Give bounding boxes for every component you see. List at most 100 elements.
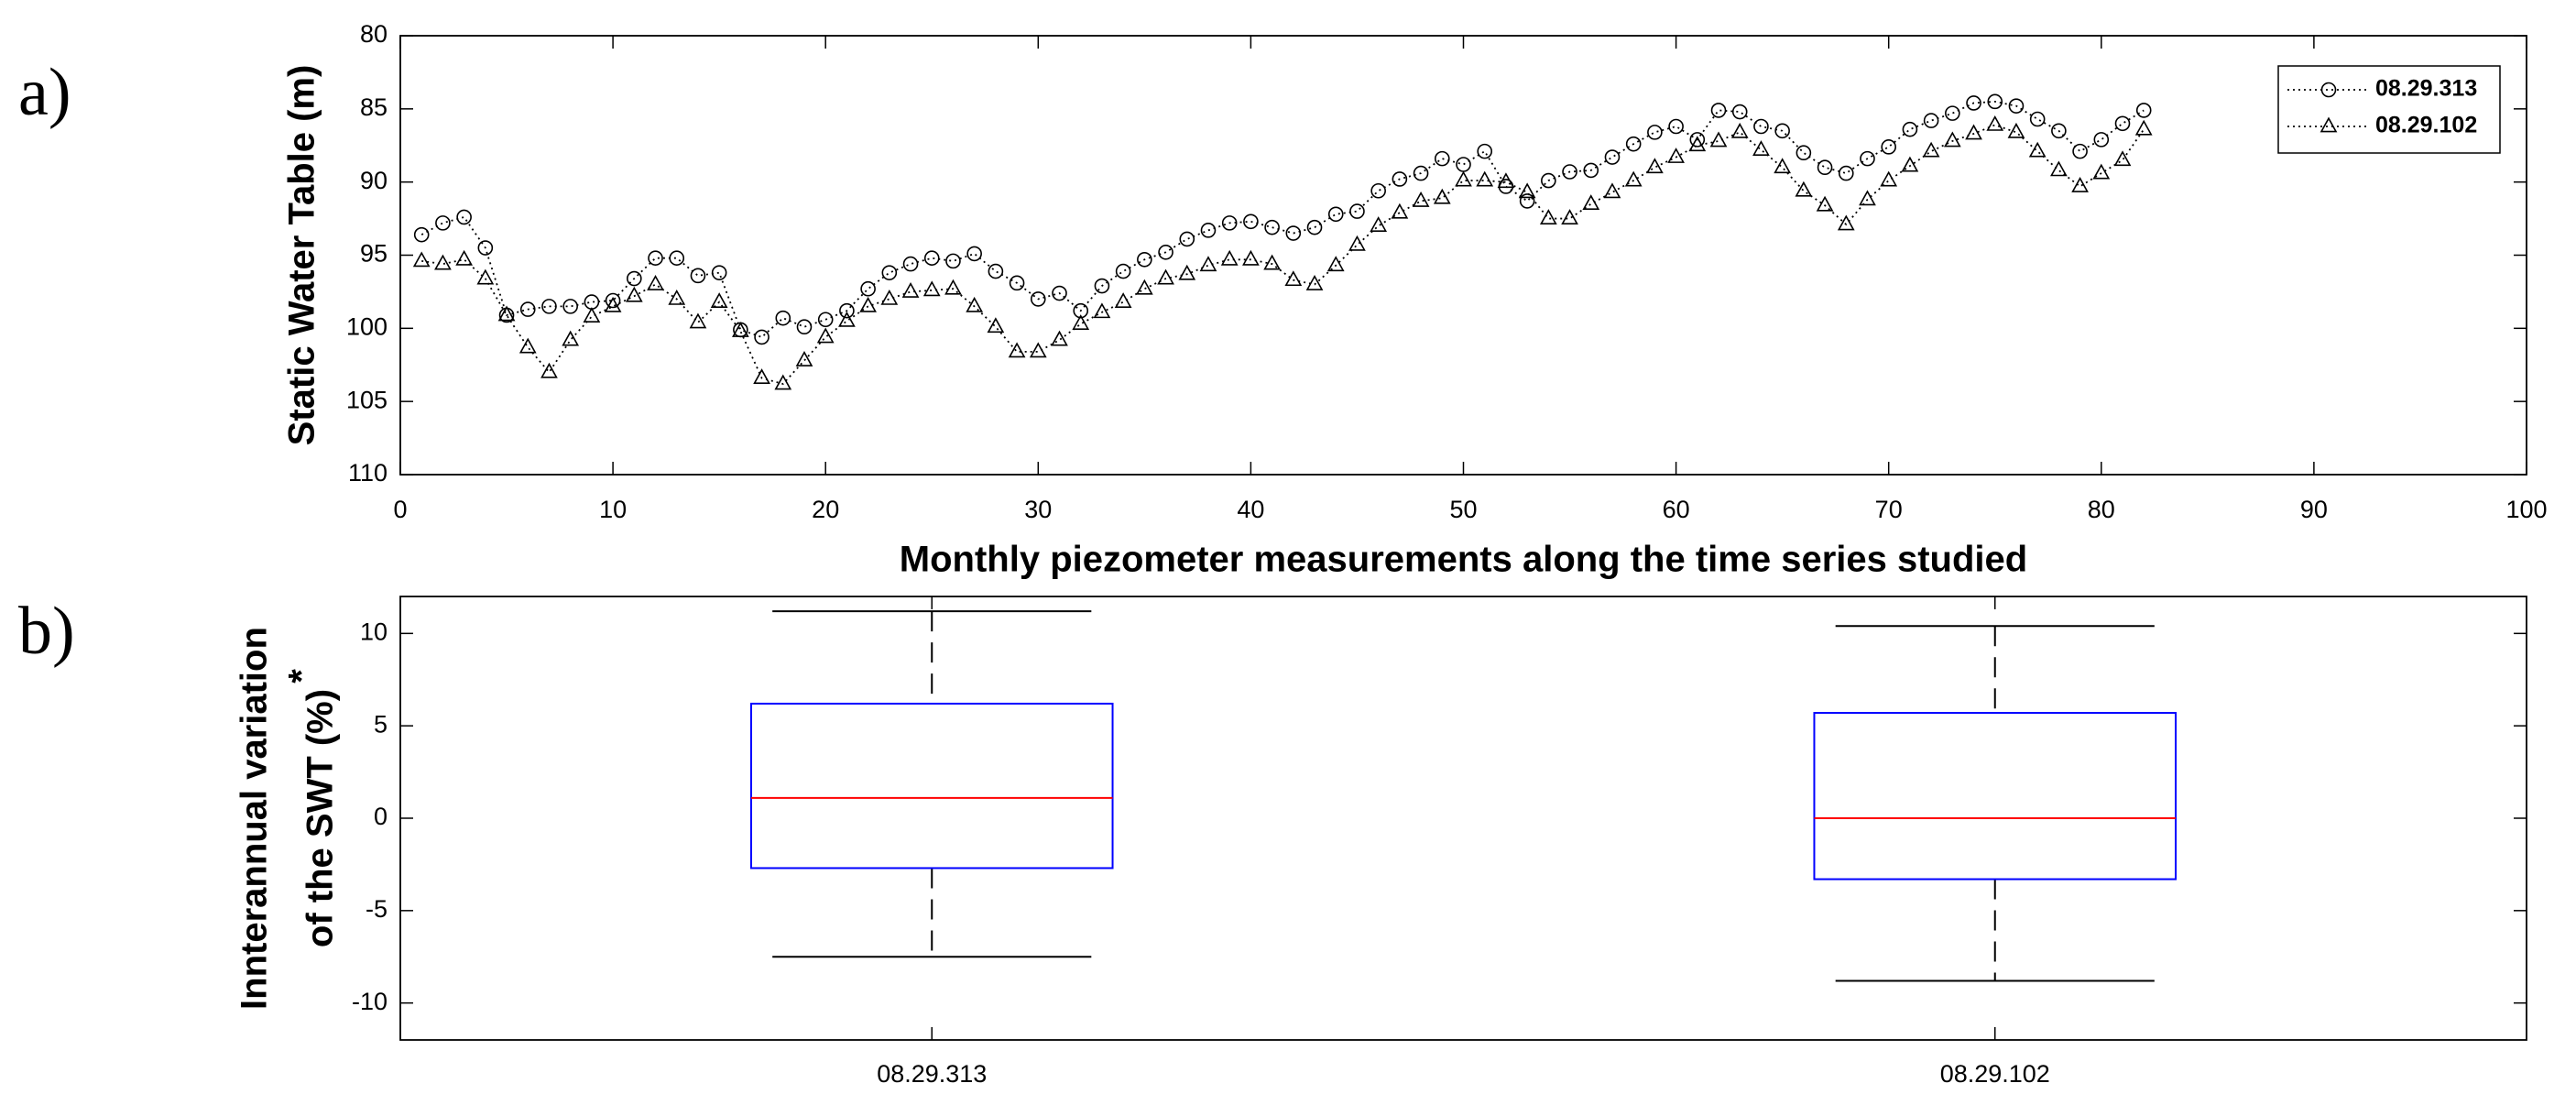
marker (2114, 115, 2131, 132)
marker (1647, 125, 1663, 140)
marker (1901, 156, 1919, 172)
marker (1179, 231, 1195, 247)
marker (2051, 123, 2067, 139)
marker (944, 279, 962, 295)
marker (902, 256, 919, 272)
x-tick-label: 30 (1024, 496, 1052, 523)
marker (1986, 115, 2004, 131)
box (749, 702, 1114, 870)
marker (1561, 209, 1578, 224)
marker (2113, 150, 2132, 167)
y-tick-label: -10 (352, 988, 387, 1015)
y-axis-label: Innterannual variation (235, 627, 275, 1010)
marker (1348, 235, 1366, 251)
marker (1051, 330, 1068, 346)
marker (1242, 249, 1260, 266)
marker (604, 296, 622, 312)
marker (1539, 209, 1557, 224)
y-tick-label: 90 (360, 167, 387, 194)
panel-label: a) (18, 55, 71, 130)
marker (2028, 141, 2047, 158)
marker (1922, 141, 1940, 158)
marker (1327, 206, 1344, 223)
marker (1817, 159, 1833, 175)
marker (1434, 150, 1450, 167)
marker (647, 274, 664, 290)
marker (562, 330, 580, 346)
marker (1305, 274, 1324, 290)
marker (774, 374, 792, 390)
x-tick-label: 80 (2088, 496, 2115, 523)
x-tick-label: 60 (1663, 496, 1690, 523)
marker (1052, 285, 1067, 301)
marker (1604, 149, 1621, 165)
marker (1646, 158, 1664, 174)
marker (2134, 119, 2153, 136)
marker (816, 327, 835, 344)
marker (1881, 139, 1896, 155)
marker (583, 307, 601, 323)
marker (988, 263, 1004, 279)
marker (711, 265, 727, 280)
marker (1114, 292, 1132, 308)
marker (1943, 131, 1961, 148)
marker (1689, 132, 1706, 148)
plot-area (399, 35, 2527, 476)
legend-label: 08.29.102 (2375, 113, 2477, 138)
marker (1541, 172, 1556, 189)
marker (1391, 202, 1409, 219)
marker (1880, 170, 1898, 187)
marker (1199, 256, 1217, 272)
marker (945, 253, 961, 269)
marker (1774, 158, 1792, 174)
marker (1115, 263, 1131, 279)
marker (1667, 148, 1685, 163)
marker (1965, 124, 1982, 140)
marker (1710, 103, 1727, 118)
series-line (421, 124, 2145, 386)
marker (1073, 302, 1089, 319)
marker (710, 292, 728, 308)
marker (1582, 194, 1600, 211)
marker (966, 296, 984, 312)
y-tick-label: 5 (374, 710, 387, 738)
marker (456, 209, 472, 225)
marker (625, 286, 643, 302)
x-tick-label: 70 (1875, 496, 1903, 523)
marker (435, 215, 451, 231)
marker (1412, 191, 1430, 207)
marker (796, 319, 813, 335)
marker (413, 226, 430, 243)
marker (1029, 342, 1047, 358)
y-axis-label: Static Water Table (m) (282, 65, 322, 446)
marker (1497, 172, 1515, 189)
marker (775, 310, 791, 326)
marker (1838, 165, 1854, 181)
marker (795, 351, 813, 367)
marker (1072, 314, 1090, 330)
marker (1816, 195, 1834, 212)
legend-box (2277, 65, 2501, 154)
y-tick-label: 85 (360, 93, 387, 121)
marker (901, 281, 920, 298)
marker (519, 301, 536, 317)
y-tick-label: 100 (346, 312, 387, 340)
marker (1433, 188, 1451, 204)
marker (2029, 111, 2046, 127)
marker (1796, 145, 1812, 161)
marker (1455, 170, 1472, 187)
marker (648, 250, 663, 266)
marker (1923, 113, 1939, 128)
marker (689, 312, 707, 329)
y-tick-label: 110 (348, 459, 387, 487)
panel-label: b) (18, 594, 75, 669)
marker (1326, 256, 1345, 272)
x-tick-label: 100 (2505, 496, 2547, 523)
marker (838, 311, 856, 327)
marker (1178, 264, 1196, 280)
marker (1158, 245, 1173, 260)
marker (540, 362, 558, 378)
marker (1476, 170, 1494, 187)
marker (1349, 203, 1365, 219)
x-tick-label: 10 (599, 496, 627, 523)
